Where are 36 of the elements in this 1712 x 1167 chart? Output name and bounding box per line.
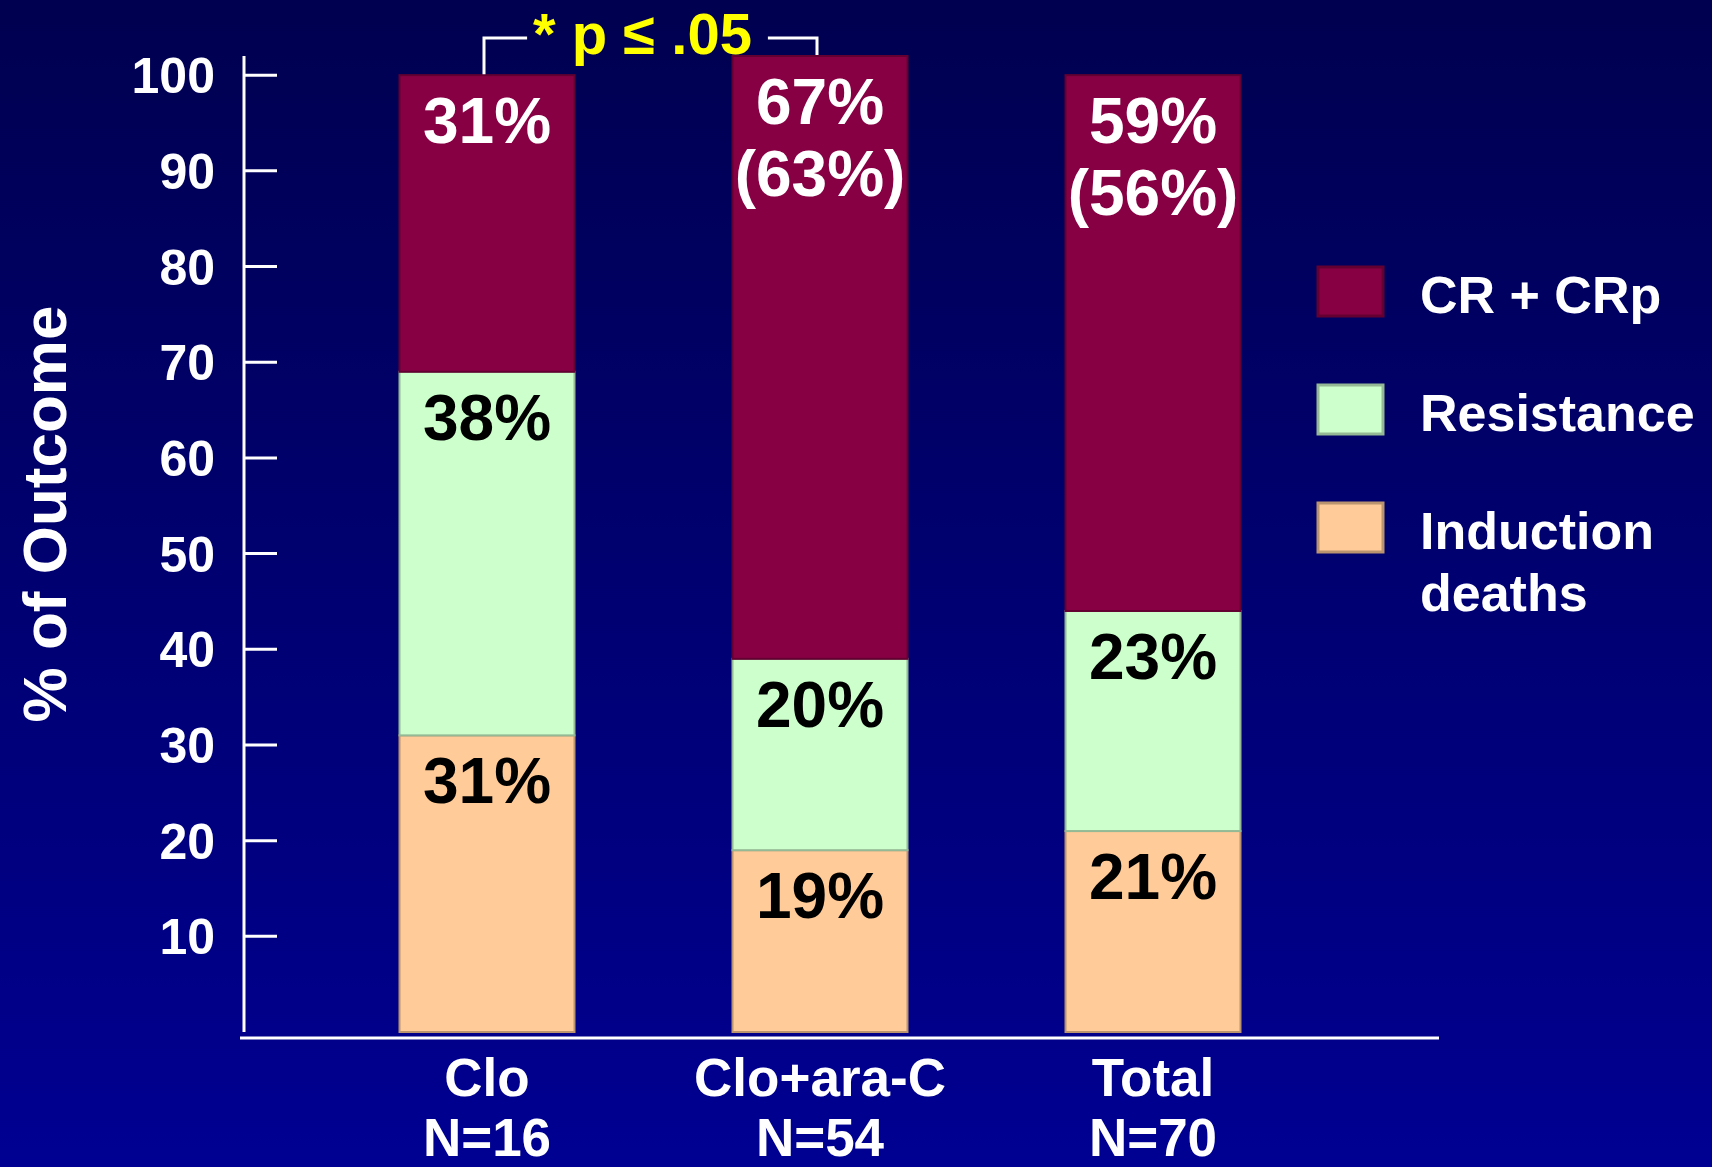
data-label: 20% bbox=[755, 668, 885, 741]
data-label: 31% bbox=[422, 745, 552, 818]
data-label: 59% (56%) bbox=[1067, 85, 1239, 230]
legend-label: CR + CRp bbox=[1420, 266, 1662, 324]
data-label: 23% bbox=[1088, 620, 1218, 693]
y-tick-label: 90 bbox=[159, 143, 215, 200]
legend-label: Induction deaths bbox=[1420, 502, 1654, 622]
x-tick-label: Clo N=16 bbox=[422, 1048, 552, 1167]
y-axis-title: % of Outcome bbox=[10, 305, 79, 723]
bar bbox=[1064, 609, 1242, 833]
bar bbox=[731, 849, 909, 1033]
data-label: 67% (63%) bbox=[734, 66, 906, 210]
bar bbox=[398, 734, 576, 1033]
data-label: 38% bbox=[422, 381, 552, 454]
x-tick-label: Total N=70 bbox=[1088, 1048, 1218, 1167]
data-label: 19% bbox=[755, 860, 885, 933]
y-tick-label: 60 bbox=[159, 430, 215, 487]
bar bbox=[731, 55, 909, 660]
y-tick-label: 70 bbox=[159, 335, 215, 392]
x-tick-label: Clo+ara-C N=54 bbox=[694, 1048, 946, 1167]
y-tick-label: 30 bbox=[159, 717, 215, 774]
bar bbox=[398, 74, 576, 373]
y-tick-label: 80 bbox=[159, 239, 215, 296]
data-label: 31% bbox=[422, 85, 552, 158]
bar bbox=[1064, 830, 1242, 1033]
bar bbox=[731, 657, 909, 852]
y-tick-label: 10 bbox=[159, 909, 215, 966]
bar bbox=[1064, 74, 1242, 612]
bar bbox=[398, 370, 576, 737]
legend-label: Resistance bbox=[1420, 384, 1695, 442]
y-tick-label: 40 bbox=[159, 622, 215, 679]
y-tick-label: 20 bbox=[159, 813, 215, 870]
y-tick-label: 50 bbox=[159, 526, 215, 583]
annotation: * p ≤ .05 bbox=[533, 1, 752, 66]
data-label: 21% bbox=[1088, 841, 1218, 914]
y-tick-label: 100 bbox=[131, 48, 215, 105]
